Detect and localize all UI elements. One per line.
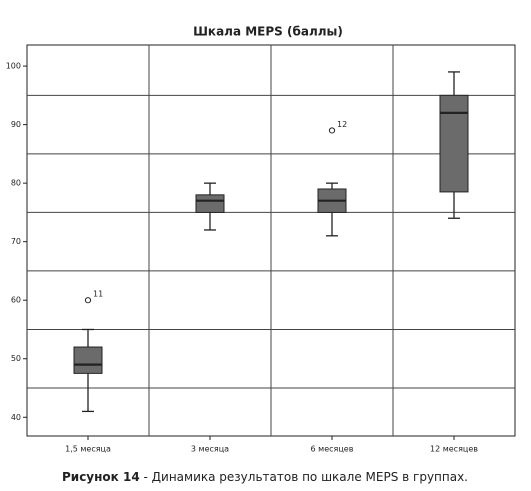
chart-title: Шкала MEPS (баллы) (193, 25, 343, 39)
caption-label: Рисунок 14 (62, 470, 140, 484)
box (73, 346, 103, 374)
x-tick-label: 12 месяцев (430, 445, 478, 454)
y-tick-label: 40 (11, 413, 21, 422)
x-tick-label: 1,5 месяца (65, 445, 111, 454)
outlier-label: 12 (337, 120, 347, 129)
y-tick-label: 80 (11, 179, 21, 188)
y-tick-label: 90 (11, 120, 21, 129)
outlier (328, 127, 336, 134)
y-tick-label: 60 (11, 296, 21, 305)
box (439, 94, 469, 193)
y-tick-label: 50 (11, 354, 21, 363)
x-tick-label: 3 месяца (191, 445, 229, 454)
outlier-label: 11 (93, 290, 103, 299)
caption: Рисунок 14 - Динамика результатов по шка… (62, 470, 468, 484)
outlier (84, 297, 92, 304)
caption-text: - Динамика результатов по шкале MEPS в г… (140, 470, 468, 484)
y-tick-label: 70 (11, 237, 21, 246)
x-tick-label: 6 месяцев (311, 445, 354, 454)
box (195, 194, 225, 213)
y-tick-label: 100 (6, 62, 21, 71)
